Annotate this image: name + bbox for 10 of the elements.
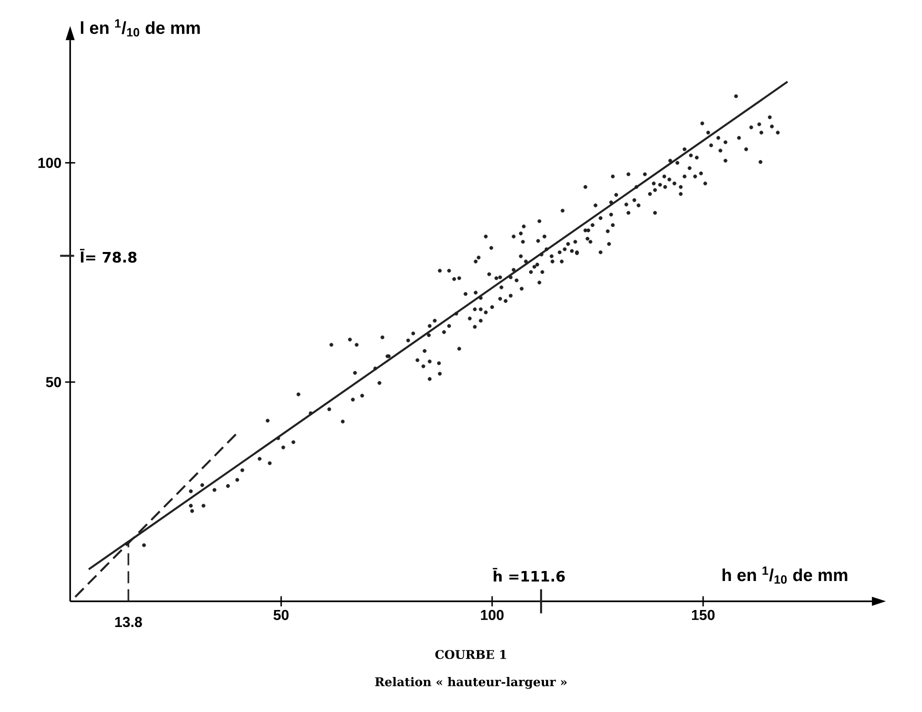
x-axis-title: h en $^{1}$/$_{10}$ de mm: [722, 566, 848, 584]
y-axis-title: l en $^{1}$/$_{10}$ de mm: [80, 19, 200, 37]
x-tick-label: 150: [692, 610, 715, 620]
text: Relation « hauteur-largeur »: [375, 677, 567, 690]
x-tick-label: 100: [481, 610, 504, 620]
ref-line-label: l̄= 78.8: [80, 249, 136, 263]
ref-line-label: h̄ =111.6: [492, 568, 565, 582]
text: COURBE 1: [435, 650, 506, 660]
ref-line-label: 13.8: [115, 617, 142, 628]
x-tick-label: 50: [274, 610, 289, 620]
